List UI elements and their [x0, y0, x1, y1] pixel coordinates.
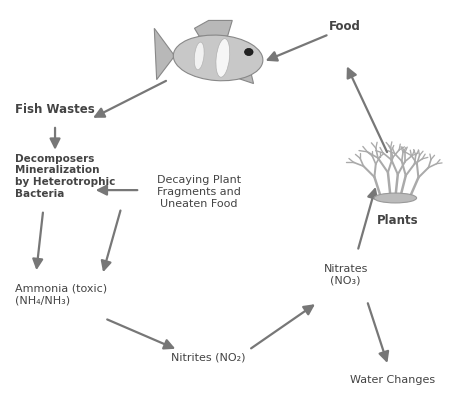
- Polygon shape: [194, 21, 232, 36]
- Text: Plants: Plants: [377, 214, 419, 227]
- Text: Nitrites (NO₂): Nitrites (NO₂): [172, 353, 246, 363]
- Polygon shape: [230, 64, 254, 84]
- Text: Decaying Plant
Fragments and
Uneaten Food: Decaying Plant Fragments and Uneaten Foo…: [157, 175, 241, 209]
- Polygon shape: [155, 29, 174, 80]
- Text: Water Changes: Water Changes: [350, 375, 436, 385]
- Ellipse shape: [374, 193, 417, 203]
- Text: Nitrates
(NO₃): Nitrates (NO₃): [324, 264, 368, 286]
- Ellipse shape: [194, 42, 204, 70]
- Text: Fish Wastes: Fish Wastes: [15, 103, 95, 116]
- Text: Food: Food: [329, 20, 361, 33]
- Circle shape: [245, 48, 253, 55]
- Ellipse shape: [173, 35, 263, 81]
- Ellipse shape: [216, 39, 230, 77]
- Text: Decomposers
Mineralization
by Heterotrophic
Bacteria: Decomposers Mineralization by Heterotrop…: [15, 154, 115, 199]
- Text: Ammonia (toxic)
(NH₄/NH₃): Ammonia (toxic) (NH₄/NH₃): [15, 284, 107, 305]
